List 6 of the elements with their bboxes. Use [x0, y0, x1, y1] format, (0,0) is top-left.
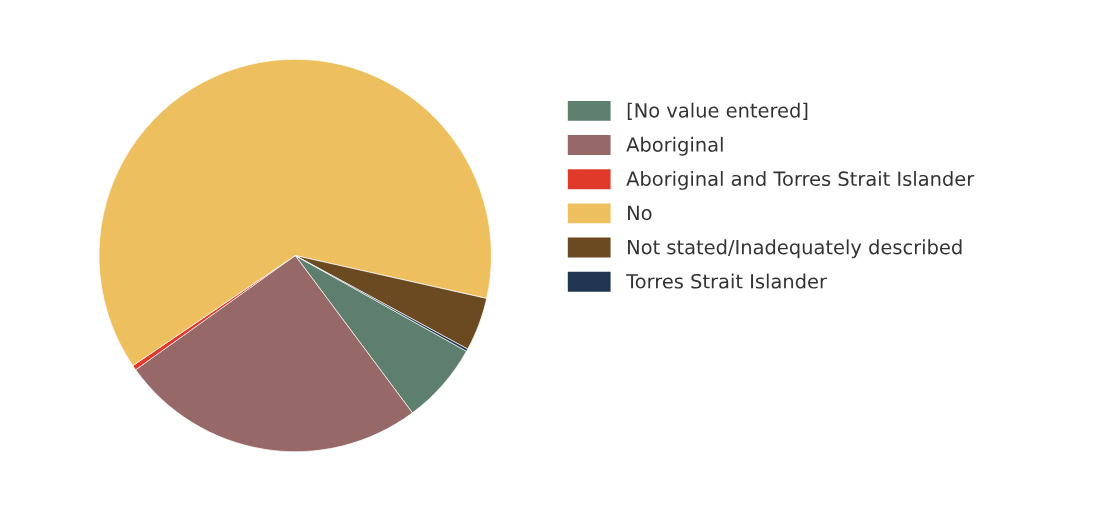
legend-label: No — [628, 205, 652, 221]
legend-label: [No value entered] — [627, 102, 808, 120]
legend-label: Aboriginal and Torres Strait Islander — [626, 171, 975, 190]
legend-label: Aboriginal — [626, 136, 723, 156]
legend-label: Torres Strait Islander — [626, 273, 827, 289]
legend-label: Not stated/Inadequately described — [628, 239, 962, 259]
